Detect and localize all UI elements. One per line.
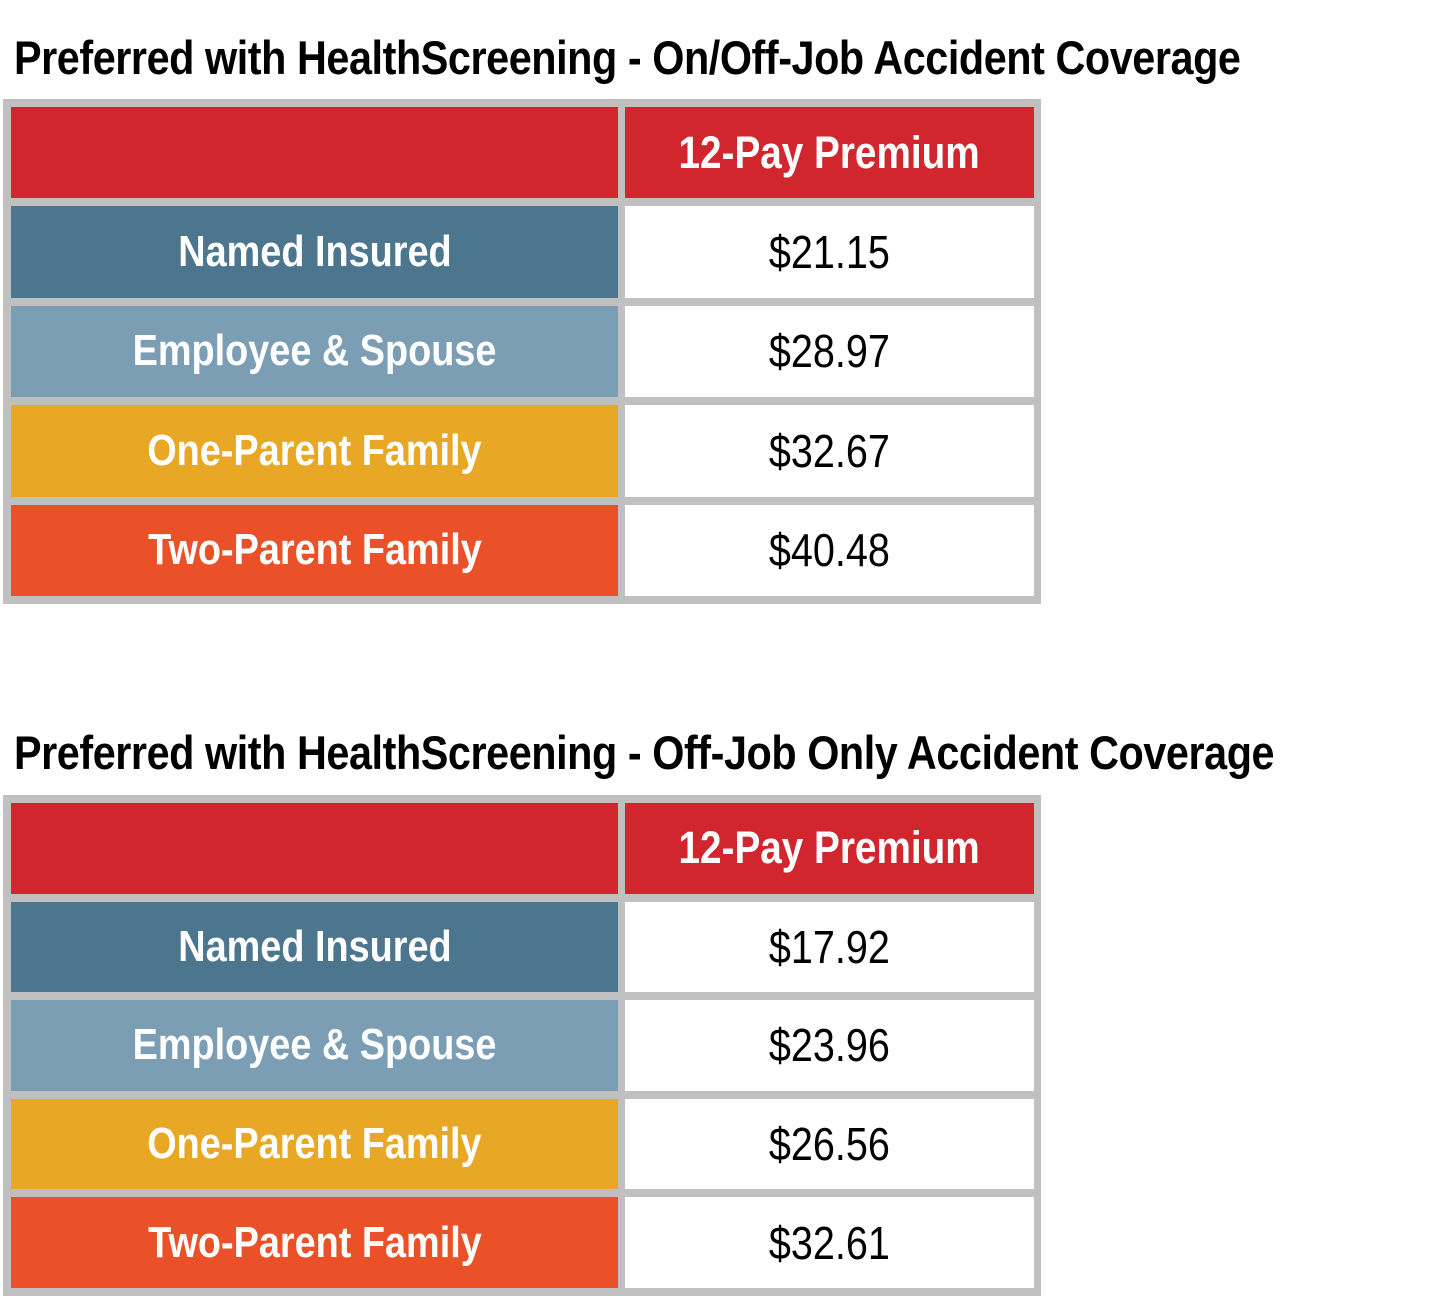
premium-column-header: 12-Pay Premium	[678, 822, 981, 874]
premium-value-one-parent-family: $26.56	[625, 1098, 1034, 1190]
header-cell-premium: 12-Pay Premium	[625, 803, 1034, 894]
row-label-text: One-Parent Family	[147, 425, 482, 475]
premium-value-two-parent-family: $40.48	[625, 504, 1034, 596]
premium-value-text: $21.15	[768, 226, 890, 279]
row-label-text: Employee & Spouse	[132, 1020, 497, 1070]
row-label-one-parent-family: One-Parent Family	[11, 405, 618, 497]
row-label-text: Named Insured	[177, 921, 452, 971]
row-label-employee-spouse: Employee & Spouse	[11, 305, 618, 398]
premium-value-named-insured: $17.92	[625, 901, 1034, 993]
premium-value-employee-spouse: $28.97	[625, 305, 1034, 398]
premium-column-header: 12-Pay Premium	[678, 126, 981, 178]
premium-value-two-parent-family: $32.61	[625, 1197, 1034, 1288]
row-label-named-insured: Named Insured	[11, 206, 618, 298]
row-label-one-parent-family: One-Parent Family	[11, 1098, 618, 1190]
premium-value-text: $26.56	[768, 1118, 890, 1171]
table-title-on-off-job: Preferred with HealthScreening - On/Off-…	[14, 31, 1241, 84]
row-label-text: One-Parent Family	[147, 1119, 482, 1169]
premium-value-text: $40.48	[768, 524, 890, 577]
row-label-text: Two-Parent Family	[147, 1217, 482, 1267]
premium-value-text: $32.67	[768, 424, 890, 477]
row-label-text: Two-Parent Family	[147, 525, 482, 575]
premium-value-named-insured: $21.15	[625, 206, 1034, 298]
row-label-two-parent-family: Two-Parent Family	[11, 504, 618, 596]
premium-value-text: $17.92	[768, 920, 890, 973]
row-label-named-insured: Named Insured	[11, 901, 618, 993]
row-label-two-parent-family: Two-Parent Family	[11, 1197, 618, 1288]
row-label-employee-spouse: Employee & Spouse	[11, 1000, 618, 1091]
header-cell-blank	[11, 107, 618, 199]
rate-table-off-job-only: 12-Pay Premium Named Insured $17.92 Empl…	[3, 795, 1041, 1296]
premium-value-text: $32.61	[768, 1216, 890, 1269]
row-label-text: Employee & Spouse	[132, 326, 497, 376]
table-title-off-job-only: Preferred with HealthScreening - Off-Job…	[14, 726, 1275, 779]
premium-value-text: $28.97	[768, 325, 890, 378]
premium-value-one-parent-family: $32.67	[625, 405, 1034, 497]
premium-value-text: $23.96	[768, 1019, 890, 1072]
header-cell-blank	[11, 803, 618, 894]
rate-table-on-off-job: 12-Pay Premium Named Insured $21.15 Empl…	[3, 99, 1041, 604]
header-cell-premium: 12-Pay Premium	[625, 107, 1034, 199]
premium-value-employee-spouse: $23.96	[625, 1000, 1034, 1091]
row-label-text: Named Insured	[177, 227, 452, 277]
